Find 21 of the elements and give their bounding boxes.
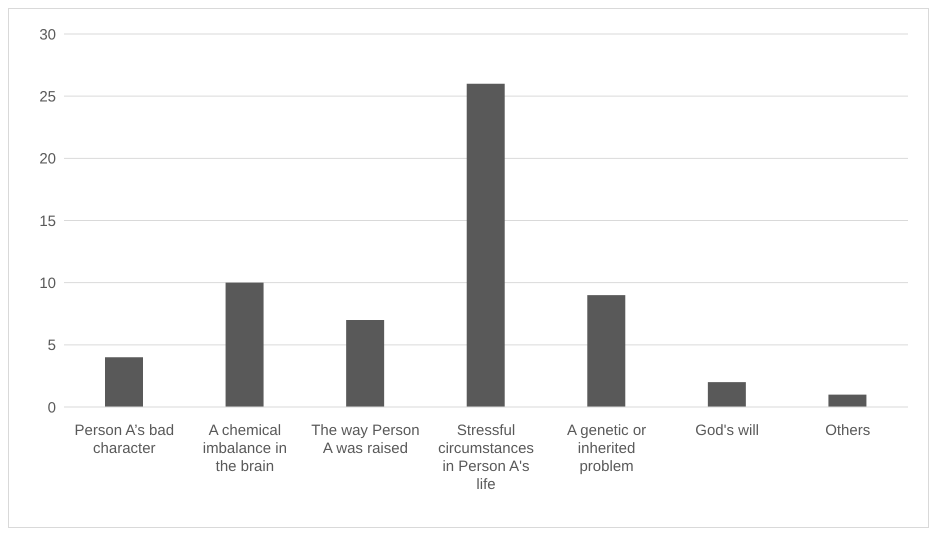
x-tick-label: God's will xyxy=(695,422,759,439)
bar xyxy=(346,320,384,407)
x-tick-label: Person A’s bad character xyxy=(74,422,174,457)
bar xyxy=(105,357,143,407)
x-tick-label: The way Person A was raised xyxy=(311,422,420,457)
bar xyxy=(708,382,746,407)
y-tick-label: 5 xyxy=(48,337,56,354)
bar xyxy=(587,295,626,407)
bar xyxy=(828,394,866,407)
y-tick-label: 15 xyxy=(39,212,56,230)
y-tick-label: 0 xyxy=(48,399,56,416)
bar xyxy=(226,282,264,407)
y-tick-label: 10 xyxy=(39,274,56,292)
y-tick-label: 30 xyxy=(39,26,56,44)
x-tick-label: A genetic or inherited problem xyxy=(566,422,646,475)
x-tick-label: A chemical imbalance in the brain xyxy=(202,422,287,475)
x-tick-label: Others xyxy=(825,422,870,439)
y-tick-label: 25 xyxy=(39,88,56,106)
bar xyxy=(466,84,505,407)
x-tick-label: Stressful circumstances in Person A's life xyxy=(438,422,534,493)
y-tick-label: 20 xyxy=(39,150,56,168)
